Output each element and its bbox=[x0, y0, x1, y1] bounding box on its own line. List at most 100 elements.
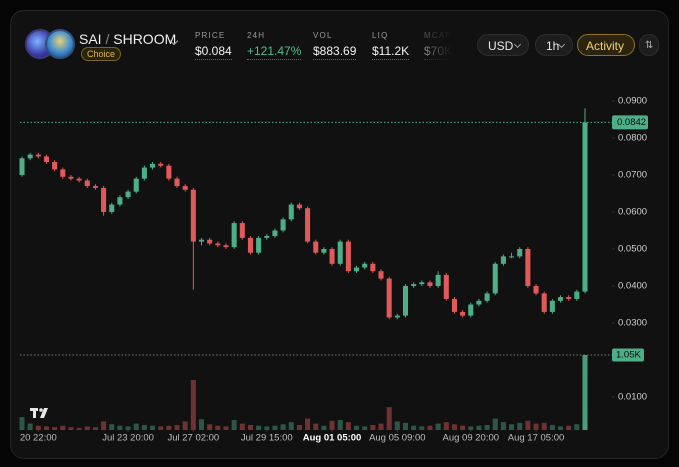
stat: MCAP $70K bbox=[424, 31, 453, 60]
candle-body bbox=[109, 204, 115, 212]
volume-bar bbox=[264, 426, 270, 430]
volume-bar bbox=[582, 355, 588, 430]
candle-body bbox=[329, 248, 335, 264]
currency-button[interactable]: USD bbox=[477, 34, 529, 56]
stat-label: PRICE bbox=[195, 31, 226, 40]
candle-body bbox=[190, 189, 196, 242]
volume-bar bbox=[492, 418, 498, 430]
volume-bar bbox=[533, 423, 539, 430]
stat-value: +121.47% bbox=[247, 44, 302, 60]
candle-body bbox=[84, 180, 90, 187]
stat: VOL $883.69 bbox=[313, 31, 357, 60]
volume-bar bbox=[394, 421, 400, 430]
candle-body bbox=[117, 197, 123, 205]
candle-body bbox=[533, 286, 539, 294]
last-volume-tag bbox=[612, 348, 644, 362]
candle-body bbox=[500, 256, 506, 264]
x-tick-label: Jul 29 15:00 bbox=[241, 433, 293, 444]
candle-body bbox=[158, 163, 164, 166]
tv-logo bbox=[30, 408, 48, 418]
stat: 24H +121.47% bbox=[247, 31, 302, 60]
last-price-label: 0.0842 bbox=[617, 117, 646, 128]
volume-bar bbox=[166, 425, 172, 430]
stat-label: 24H bbox=[247, 31, 266, 40]
volume-bar bbox=[557, 426, 564, 430]
volume-bar bbox=[84, 426, 90, 430]
stat: PRICE $0.084 bbox=[195, 31, 232, 60]
candle-body bbox=[198, 239, 205, 242]
pair[interactable]: SAI / SHROOM bbox=[79, 31, 176, 47]
y-tick-label: 0.0500 bbox=[618, 244, 647, 255]
y-tick-label: 0.0800 bbox=[618, 132, 647, 143]
volume-bar bbox=[549, 425, 555, 430]
volume-bar bbox=[345, 422, 351, 430]
volume-bar bbox=[411, 425, 417, 430]
volume-bar bbox=[435, 423, 441, 430]
candle-body bbox=[27, 154, 33, 159]
volume-bar bbox=[500, 422, 506, 430]
volume-bar bbox=[133, 423, 139, 430]
volume-bar bbox=[296, 425, 302, 430]
candle-body bbox=[402, 286, 409, 316]
volume-bar bbox=[247, 425, 253, 430]
candle-body bbox=[525, 248, 531, 287]
y-tick-label: 0.0400 bbox=[618, 281, 647, 292]
volume-bar bbox=[386, 407, 392, 430]
candle-body bbox=[451, 298, 457, 312]
volume-bar bbox=[305, 418, 311, 430]
candle-body bbox=[468, 304, 474, 316]
candle-body bbox=[174, 178, 180, 187]
candle-body bbox=[207, 239, 213, 244]
volume-bar bbox=[402, 422, 409, 430]
candle-body bbox=[345, 241, 351, 272]
volume-bar bbox=[182, 421, 188, 430]
pair-base: SAI bbox=[79, 31, 102, 47]
volume-bar bbox=[476, 425, 482, 430]
stat-value: $883.69 bbox=[313, 44, 357, 60]
candle-body bbox=[133, 178, 139, 192]
volume-bar bbox=[427, 425, 433, 430]
volume-bar bbox=[60, 425, 66, 430]
candle-body bbox=[354, 267, 360, 272]
candle-body bbox=[435, 274, 441, 287]
candle-body bbox=[247, 237, 253, 253]
volume-bar bbox=[109, 424, 115, 430]
volume-bar bbox=[419, 426, 425, 430]
y-tick-label: 0.0600 bbox=[618, 206, 647, 217]
swap-button[interactable]: ⇅ bbox=[639, 34, 659, 56]
stat-value: $11.2K bbox=[372, 44, 410, 60]
candle-body bbox=[378, 271, 384, 279]
candle-body bbox=[541, 293, 547, 312]
volume-bar bbox=[451, 424, 457, 430]
candle-body bbox=[566, 297, 572, 299]
volume-bar bbox=[541, 422, 547, 430]
interval-button[interactable]: 1h bbox=[535, 34, 573, 56]
volume-bar bbox=[517, 422, 523, 430]
volume-bar bbox=[329, 420, 335, 430]
candle-body bbox=[370, 263, 376, 272]
volume-bar bbox=[231, 420, 237, 430]
candle-body bbox=[492, 263, 498, 294]
volume-bar bbox=[321, 425, 327, 430]
volume-bar bbox=[223, 426, 229, 430]
candle-body bbox=[125, 191, 131, 198]
volume-bar bbox=[509, 424, 515, 430]
candle-body bbox=[476, 300, 482, 305]
volume-bar bbox=[239, 423, 245, 430]
x-tick-label: Jul 27 02:00 bbox=[167, 433, 219, 444]
y-tick-label: 0.0900 bbox=[618, 95, 647, 106]
candle-body bbox=[411, 284, 417, 287]
candle-body bbox=[574, 291, 580, 299]
volume-bar bbox=[92, 427, 98, 430]
candle-body bbox=[443, 274, 449, 299]
currency: USD bbox=[488, 39, 514, 53]
volume-bar bbox=[443, 422, 449, 430]
volume-bar bbox=[215, 425, 221, 430]
activity-button[interactable]: Activity bbox=[577, 34, 635, 56]
volume-bar bbox=[125, 426, 131, 430]
candle-body bbox=[92, 186, 98, 188]
volume-bar bbox=[68, 427, 74, 430]
volume-bar bbox=[141, 425, 147, 430]
stat-label: MCAP bbox=[424, 31, 452, 40]
